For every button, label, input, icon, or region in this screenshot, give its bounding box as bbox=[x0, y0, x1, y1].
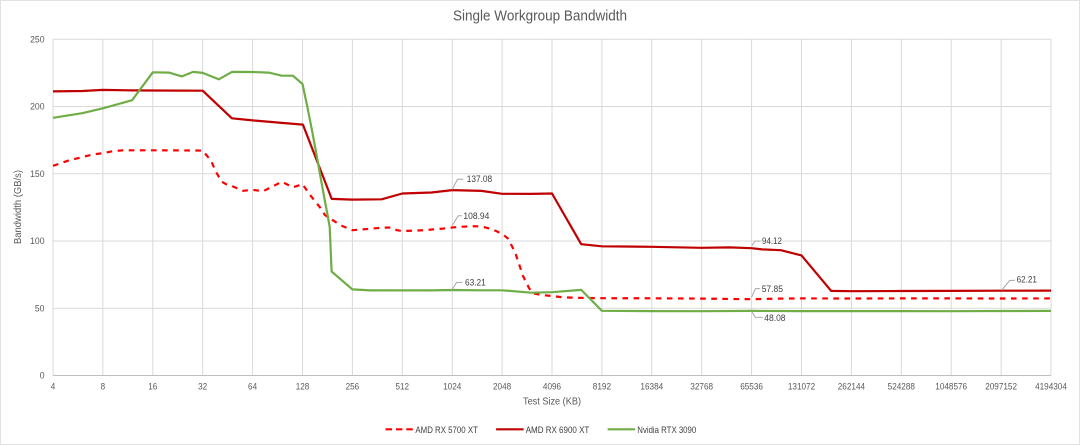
svg-text:32: 32 bbox=[198, 382, 207, 393]
svg-text:200: 200 bbox=[30, 102, 44, 113]
svg-text:16384: 16384 bbox=[640, 382, 663, 393]
svg-text:AMD RX 6900 XT: AMD RX 6900 XT bbox=[526, 425, 590, 436]
svg-text:256: 256 bbox=[346, 382, 360, 393]
svg-text:48.08: 48.08 bbox=[764, 313, 785, 323]
svg-text:0: 0 bbox=[40, 371, 45, 382]
svg-text:8192: 8192 bbox=[593, 382, 611, 393]
svg-text:50: 50 bbox=[35, 303, 45, 314]
svg-text:1024: 1024 bbox=[443, 382, 461, 393]
svg-text:1048576: 1048576 bbox=[935, 382, 967, 393]
svg-text:2097152: 2097152 bbox=[985, 382, 1017, 393]
svg-text:250: 250 bbox=[30, 34, 44, 45]
svg-text:Bandwidth (GB/s): Bandwidth (GB/s) bbox=[13, 170, 24, 244]
svg-text:4: 4 bbox=[51, 382, 56, 393]
svg-text:150: 150 bbox=[30, 169, 44, 180]
svg-text:4194304: 4194304 bbox=[1035, 382, 1067, 393]
svg-text:2048: 2048 bbox=[493, 382, 511, 393]
svg-text:32768: 32768 bbox=[690, 382, 713, 393]
svg-text:Test Size (KB): Test Size (KB) bbox=[523, 397, 581, 408]
svg-text:16: 16 bbox=[148, 382, 157, 393]
svg-text:4096: 4096 bbox=[543, 382, 561, 393]
svg-text:524288: 524288 bbox=[888, 382, 915, 393]
svg-text:64: 64 bbox=[248, 382, 257, 393]
svg-text:57.85: 57.85 bbox=[762, 284, 783, 294]
svg-text:Single Workgroup Bandwidth: Single Workgroup Bandwidth bbox=[453, 9, 627, 25]
svg-text:108.94: 108.94 bbox=[463, 211, 489, 221]
svg-text:Nvidia RTX 3090: Nvidia RTX 3090 bbox=[637, 425, 696, 436]
svg-text:63.21: 63.21 bbox=[465, 278, 486, 288]
svg-text:137.08: 137.08 bbox=[467, 174, 493, 184]
svg-text:128: 128 bbox=[296, 382, 310, 393]
svg-text:8: 8 bbox=[101, 382, 106, 393]
svg-text:62.21: 62.21 bbox=[1017, 275, 1037, 285]
svg-text:512: 512 bbox=[396, 382, 410, 393]
svg-text:65536: 65536 bbox=[740, 382, 763, 393]
svg-text:262144: 262144 bbox=[838, 382, 865, 393]
svg-text:94.12: 94.12 bbox=[762, 236, 782, 246]
svg-text:100: 100 bbox=[30, 236, 44, 247]
svg-text:131072: 131072 bbox=[788, 382, 815, 393]
svg-text:AMD RX 5700 XT: AMD RX 5700 XT bbox=[415, 425, 478, 436]
